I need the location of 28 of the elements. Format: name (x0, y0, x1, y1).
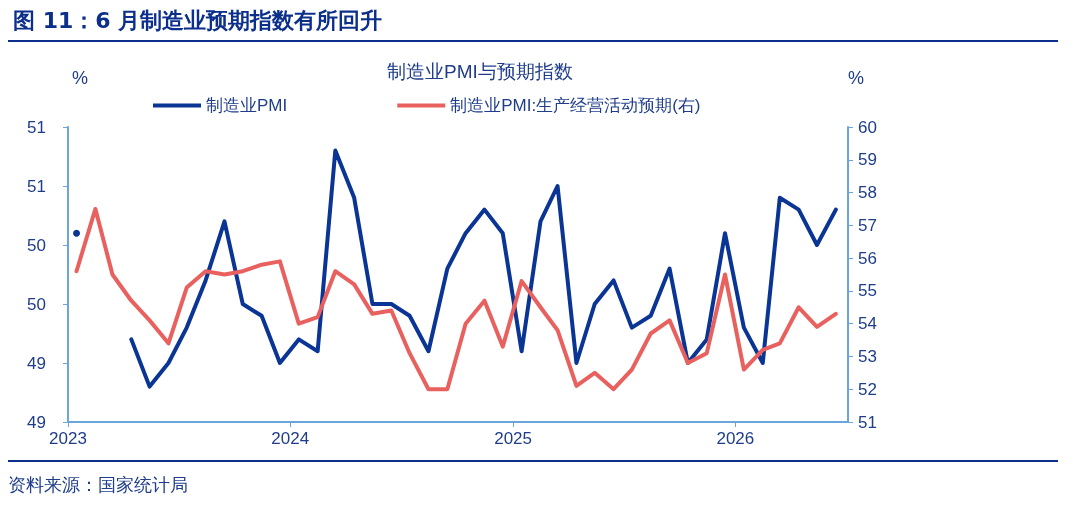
y2-tick-label: 52 (858, 379, 877, 399)
y2-tick-label: 56 (858, 248, 877, 268)
legend-label: 制造业PMI (206, 96, 288, 115)
y-tick-label: 49 (27, 353, 46, 373)
y-tick-label: 50 (27, 235, 46, 255)
x-tick-label: 2024 (271, 429, 310, 448)
x-tick-label: 2023 (49, 429, 87, 448)
y2-tick-label: 53 (858, 346, 877, 366)
y2-tick-label: 54 (858, 314, 877, 334)
y2-tick-label: 51 (858, 412, 877, 432)
y-tick-label: 51 (27, 117, 46, 137)
y-tick-label: 49 (27, 412, 46, 432)
y2-tick-label: 55 (858, 281, 877, 301)
x-tick-label: 2026 (716, 429, 755, 448)
text: 资料来源：国家统计局 (8, 473, 188, 495)
y-tick-label: 51 (27, 176, 46, 196)
y2-tick-label: 57 (858, 215, 877, 235)
line-series (74, 206, 838, 392)
legend-label: 制造业PMI:生产经营活动预期(右) (450, 96, 701, 115)
y2-tick-label: 59 (858, 150, 877, 170)
y2-axis-title: % (848, 68, 865, 88)
y-axis-title: % (71, 68, 88, 88)
y-tick-label: 50 (27, 294, 46, 314)
y2-tick-label: 58 (858, 183, 877, 203)
chart-subtitle: 制造业PMI与预期指数 (387, 61, 573, 82)
y2-tick-label: 60 (858, 117, 877, 137)
chart-title: 图 11：6 月制造业预期指数有所回升 (13, 7, 383, 33)
x-tick-label: 2025 (494, 429, 533, 448)
